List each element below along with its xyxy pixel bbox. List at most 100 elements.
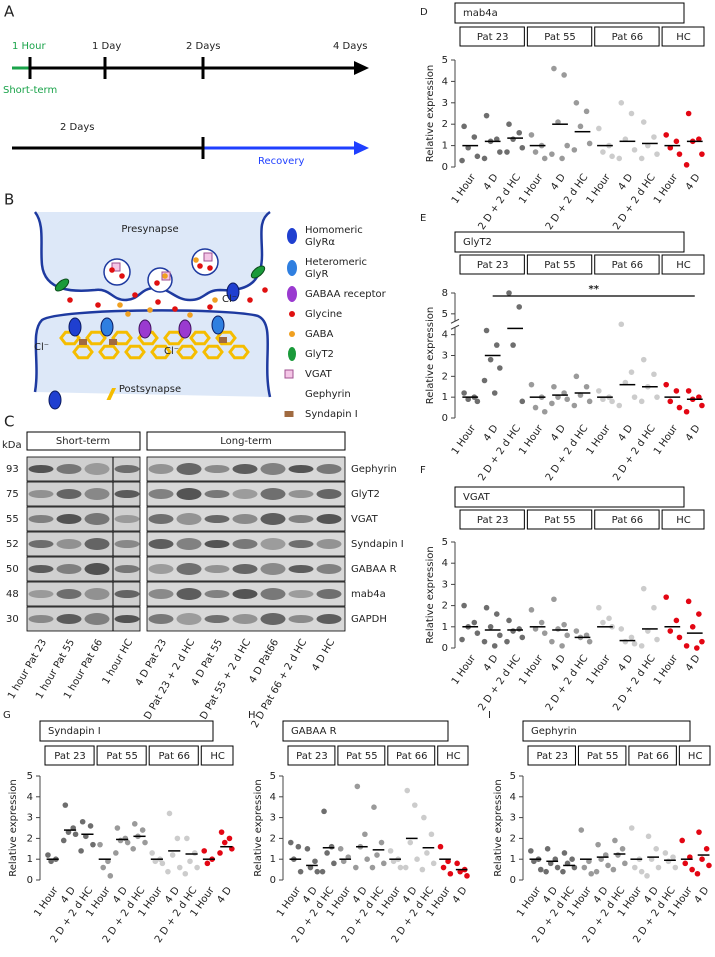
gaba-dot [187,312,193,318]
data-point [559,643,565,649]
data-point [369,864,376,871]
data-point [683,162,690,168]
data-point [619,846,626,852]
title-box [454,486,685,508]
x-tick-label: 1 Hour [517,652,546,687]
data-point [459,636,465,643]
data-point [362,831,368,838]
y-tick-label: 2 [27,833,33,844]
data-point [654,394,660,400]
data-point [504,638,510,645]
data-point [483,327,490,334]
chart-title: mab4a [463,8,498,19]
data-point [670,854,676,860]
data-point [510,136,516,142]
glycine-dot [207,265,213,271]
data-point [131,821,138,827]
glyr-icon [226,282,240,302]
data-point [537,866,544,873]
glycine-dot [197,263,203,269]
protein-label: VGAT [351,514,379,525]
y-tick-label: 0 [442,413,448,424]
kda-label: 75 [6,489,19,500]
group-box [594,509,660,530]
data-point [159,860,166,867]
legend-icon [106,388,117,400]
x-tick-label: 1 Hour [585,422,614,457]
blot-band [28,565,54,573]
data-point [662,850,669,856]
data-point [314,868,321,875]
data-point [667,628,674,634]
group-box [678,745,711,766]
group-box [526,509,593,530]
protein-label: GAPDH [351,614,387,625]
data-point [72,831,79,838]
data-point [493,342,500,348]
glyr-icon [68,317,82,337]
x-tick-label: 4 D [549,172,568,193]
data-point [586,398,593,405]
glycine-dot [132,292,138,298]
data-point [555,626,561,632]
x-tick-label: 1 Hour [652,422,681,457]
group-label: Pat 23 [477,515,509,526]
data-point [461,123,467,130]
x-tick-label: 2 D + 2 d HC [611,653,658,713]
blot-band [260,613,286,625]
data-point [676,151,683,157]
blot-band [260,513,286,525]
blot-band [28,590,54,598]
x-tick-label: 2 D + 2 d HC [476,653,523,713]
data-point [354,783,361,790]
data-point [90,841,96,848]
legend-icon [284,369,294,379]
data-point [618,100,625,106]
blot-band [316,514,342,524]
data-point [60,837,67,844]
blot-band [288,565,314,573]
legend-icon [289,311,295,317]
data-point [130,846,136,852]
data-point [324,850,330,856]
data-point [554,864,561,871]
data-point [653,846,659,852]
header-label: Long-term [220,436,272,447]
data-point [676,634,683,641]
data-point [696,829,702,835]
syndapin-icon [109,339,117,345]
protein-label: GABAA R [351,564,397,575]
blot-band [204,540,230,548]
blot-band [56,464,82,474]
group-box [96,745,147,766]
glycine-dot [172,306,178,312]
data-point [689,624,696,630]
x-tick-label: 4 D [451,885,470,906]
data-point [62,802,69,808]
group-box [387,745,436,766]
blot-band [316,489,342,499]
data-point [297,868,304,875]
blot-band [148,464,174,474]
data-point [596,125,602,132]
x-tick-label: 2 D + 2 d HC [544,653,591,713]
group-label: Pat 55 [544,515,576,526]
data-point [506,121,512,127]
y-tick-label: 3 [442,579,448,590]
blot-band [232,514,258,524]
blot-band [56,514,82,524]
glycine-dot [262,287,268,293]
x-tick-label: 1 Hour [652,171,681,206]
data-point [673,388,680,394]
gaba-dot [117,302,123,308]
data-point [573,100,580,106]
group-label: HC [676,260,691,271]
y-tick-label: 5 [27,771,33,782]
data-point [618,321,625,328]
glycine-dot [155,299,161,305]
title-box [454,2,685,24]
data-point [631,147,638,153]
blot-band [260,463,286,475]
